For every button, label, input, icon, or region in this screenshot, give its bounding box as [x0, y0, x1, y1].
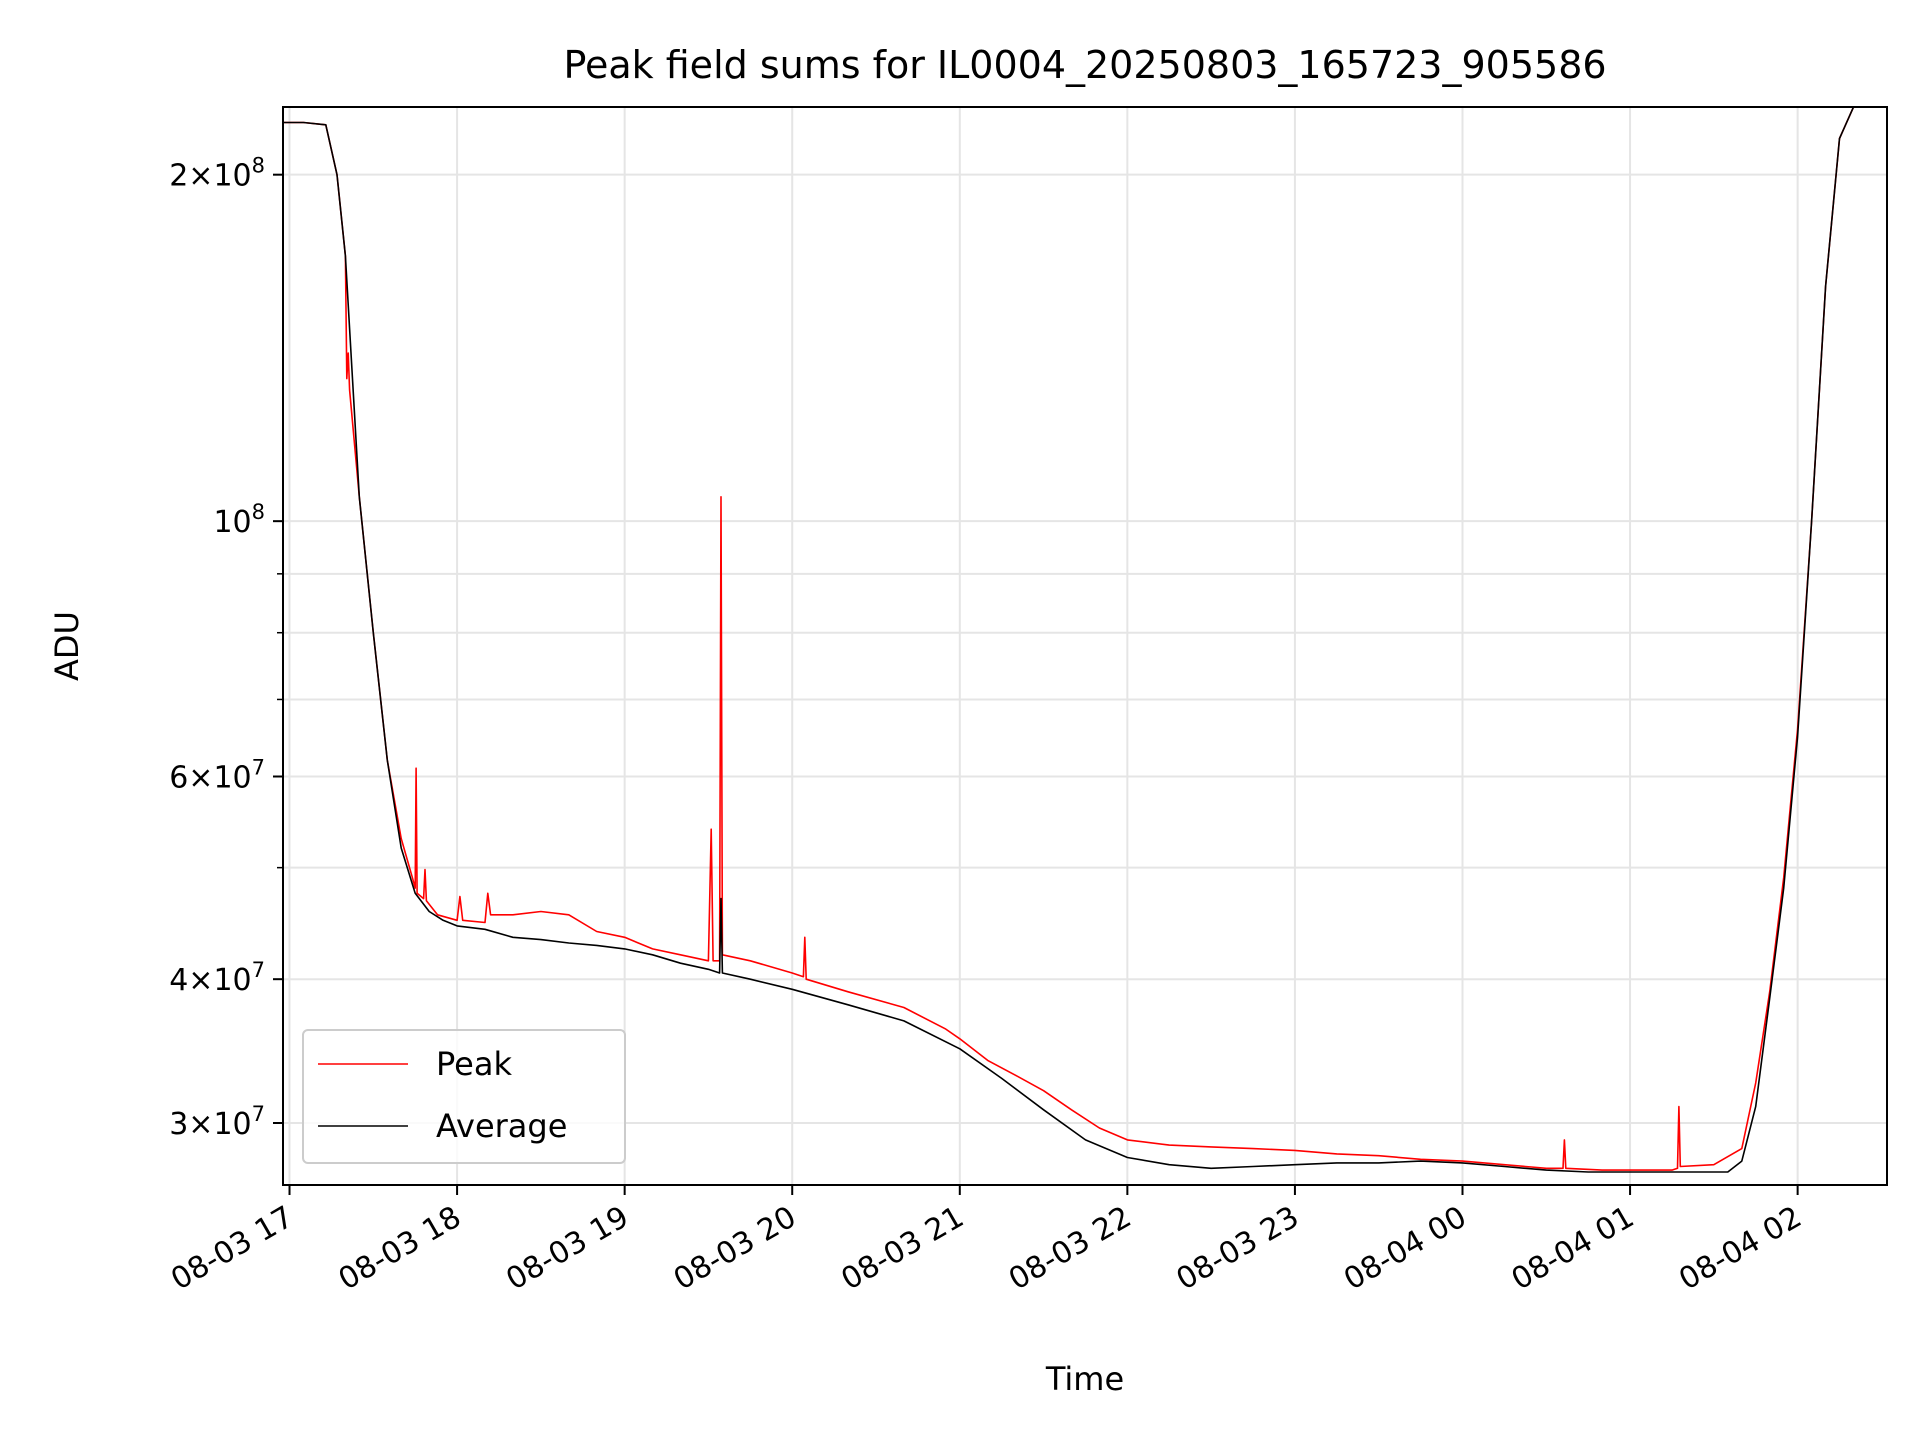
plot-frame	[282, 106, 1888, 1186]
chart-title: Peak field sums for IL0004_20250803_1657…	[563, 43, 1606, 87]
legend-label-peak: Peak	[436, 1045, 512, 1083]
legend-label-average: Average	[436, 1107, 567, 1145]
y-tick-label: 6×107	[169, 756, 265, 796]
y-tick-label: 3×107	[169, 1102, 265, 1142]
series-layer	[283, 107, 1887, 1173]
grid	[283, 107, 1887, 1185]
series-line-average	[283, 107, 1887, 1173]
series-line-peak	[283, 107, 1887, 1171]
y-tick-label: 4×107	[169, 958, 265, 998]
legend: Peak Average	[302, 1029, 626, 1164]
x-axis-title: Time	[1045, 1360, 1124, 1398]
y-tick-label: 2×108	[169, 154, 265, 194]
y-axis-title: ADU	[48, 611, 86, 681]
